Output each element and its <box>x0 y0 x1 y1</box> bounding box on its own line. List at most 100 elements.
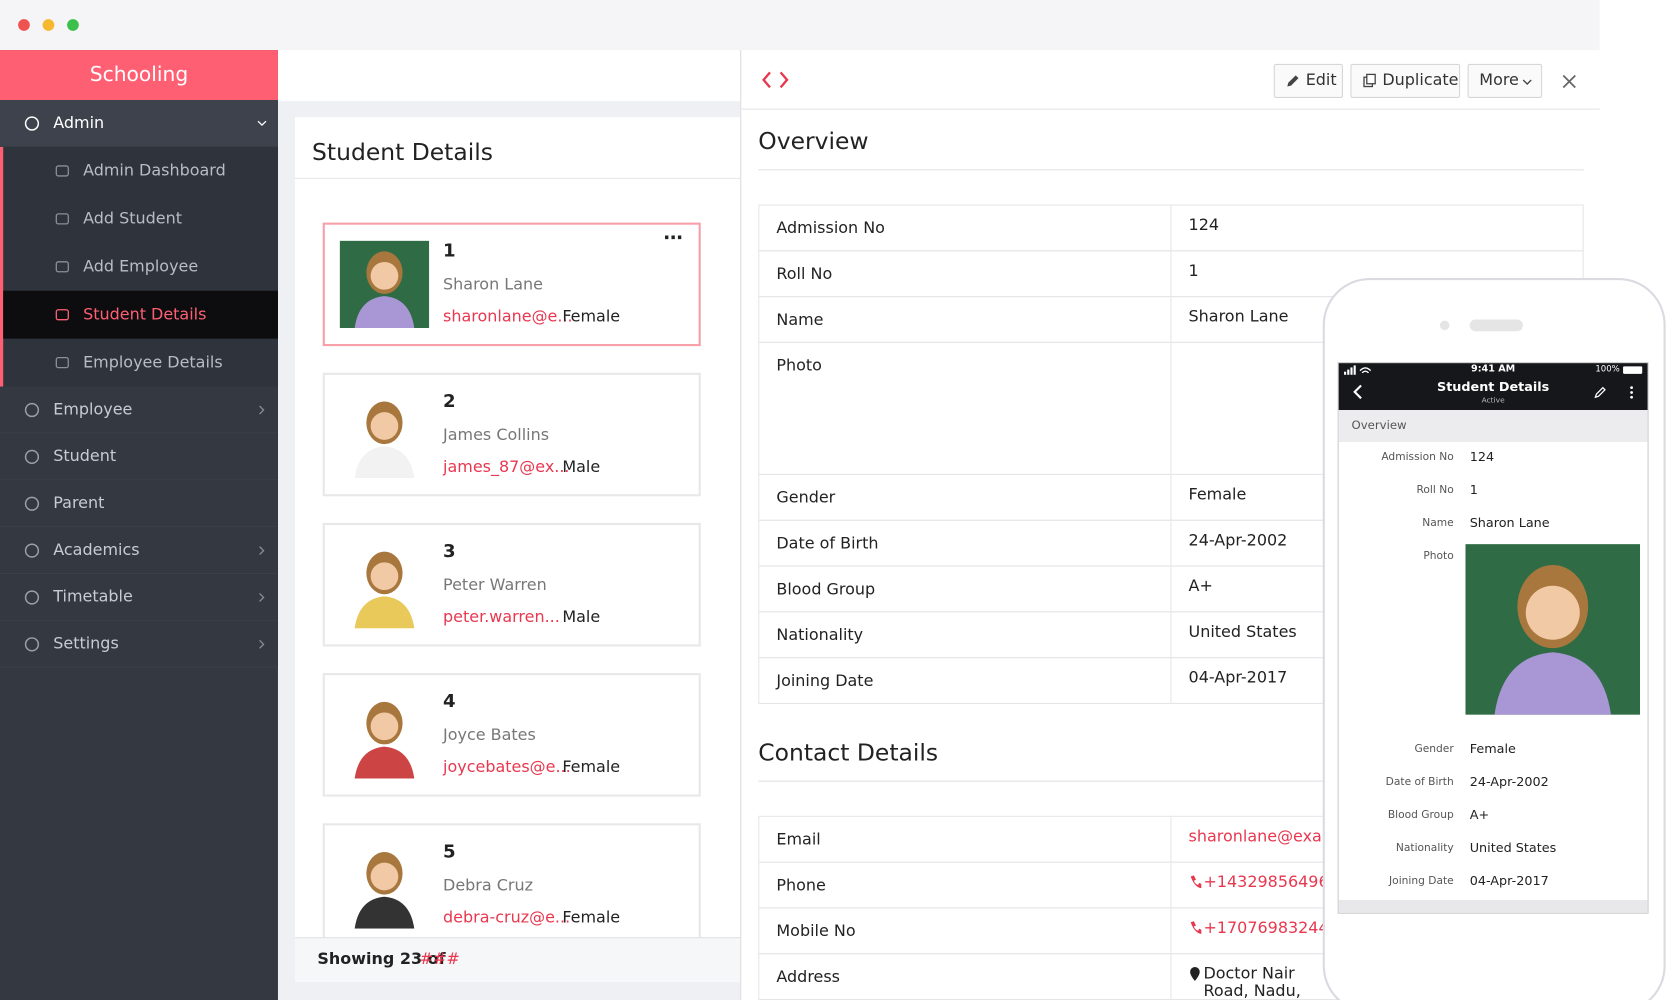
code-icon <box>762 71 789 89</box>
list-footer <box>295 937 741 982</box>
minimize-dot[interactable] <box>42 19 55 31</box>
submenu-icon <box>55 261 69 273</box>
phone-field-value: Sharon Lane <box>1469 515 1550 531</box>
battery-icon <box>1623 366 1643 374</box>
field-label: Name <box>776 309 824 330</box>
menu-item[interactable] <box>0 100 278 147</box>
toolbar-label[interactable]: More <box>1479 70 1519 90</box>
field-label: Mobile No <box>776 921 856 941</box>
phone-footer <box>1338 899 1648 913</box>
phone-edit <box>1594 386 1606 399</box>
toolbar-label[interactable]: Duplicate <box>1382 70 1459 90</box>
card-email[interactable]: joycebates@e... <box>443 757 571 777</box>
phone-field-label: Blood Group <box>1387 809 1454 822</box>
field-value: Female <box>1188 484 1247 504</box>
zoom-dot[interactable] <box>67 19 79 31</box>
phone-back <box>1353 384 1362 400</box>
toolbar-icon <box>1287 75 1299 87</box>
window-bar <box>0 0 1600 51</box>
card-email[interactable]: peter.warren... <box>443 607 560 627</box>
submenu-icon <box>55 356 69 369</box>
student-photo <box>339 841 430 929</box>
field-label: Address <box>776 967 841 987</box>
field-value: Sharon Lane <box>1188 306 1289 326</box>
field-value[interactable]: sharonlane@examp <box>1188 826 1348 846</box>
card-gender: Male <box>562 456 601 477</box>
toolbar-label[interactable]: Edit <box>1305 70 1337 90</box>
field-divider <box>1170 250 1172 297</box>
section-divider <box>758 780 1584 782</box>
field-label: Blood Group <box>776 579 876 599</box>
submenu-label[interactable]: Employee Details <box>83 352 223 372</box>
field-label: Phone <box>776 875 826 895</box>
menu-icon <box>24 590 40 605</box>
submenu-label[interactable]: Student Details <box>83 304 207 324</box>
field-divider <box>1170 611 1172 658</box>
menu-item[interactable] <box>0 386 278 434</box>
student-photo <box>1465 544 1641 715</box>
close-dot[interactable] <box>18 19 30 31</box>
card-menu[interactable]: ⋯ <box>663 226 683 250</box>
card-number: 5 <box>443 841 456 863</box>
phone-field-value: A+ <box>1469 807 1490 823</box>
field-icon <box>1190 967 1200 981</box>
field-label: Joining Date <box>776 670 874 691</box>
submenu-icon <box>55 213 69 225</box>
menu-item[interactable] <box>0 527 278 575</box>
field-divider <box>1170 861 1172 908</box>
card-name: Sharon Lane <box>443 274 543 294</box>
field-label: Gender <box>776 487 836 507</box>
card-email[interactable]: james_87@ex... <box>443 456 570 477</box>
chevron <box>257 120 267 127</box>
menu-label: Parent <box>53 493 105 513</box>
phone-field-value: 124 <box>1469 449 1495 465</box>
menu-item[interactable] <box>0 433 278 481</box>
field-value: A+ <box>1188 576 1213 596</box>
menu-item[interactable] <box>0 620 278 668</box>
phone-header <box>1338 363 1648 411</box>
field-value[interactable]: +14329856496 <box>1203 872 1329 892</box>
field-divider <box>1170 907 1172 954</box>
field-label: Roll No <box>776 264 833 284</box>
field-divider <box>1170 519 1172 566</box>
main-header <box>277 50 741 102</box>
toolbar-divider <box>741 108 1600 110</box>
phone-section-bar <box>1338 410 1648 442</box>
menu-item[interactable] <box>0 574 278 621</box>
card-email[interactable]: debra-cruz@e... <box>443 907 571 927</box>
field-divider <box>1170 341 1172 474</box>
menu-icon <box>24 402 40 418</box>
card-gender: Male <box>562 607 601 627</box>
phone-field-label: Date of Birth <box>1385 776 1454 789</box>
card-email[interactable]: sharonlane@e... <box>443 306 573 326</box>
field-value: Doctor Nair Road, Nadu, 600008, India <box>1203 963 1313 1000</box>
footer-count: ### <box>419 948 460 969</box>
card-name: Joyce Bates <box>443 725 536 745</box>
phone-field-value: 1 <box>1469 482 1478 498</box>
field-label: Email <box>776 829 821 849</box>
submenu-label[interactable]: Add Employee <box>83 256 199 276</box>
section-title: Contact Details <box>758 740 939 767</box>
phone-camera <box>1439 320 1450 331</box>
submenu-label[interactable]: Admin Dashboard <box>83 160 226 180</box>
field-value: 24-Apr-2002 <box>1188 530 1288 550</box>
toolbar-button[interactable] <box>1273 63 1343 98</box>
phone-field-value: Female <box>1469 741 1516 757</box>
list-title: Student Details <box>312 139 493 167</box>
phone-more <box>1630 386 1633 399</box>
phone-field-label: Roll No <box>1416 484 1454 497</box>
field-value[interactable]: +17076983244 <box>1203 918 1329 938</box>
menu-item[interactable] <box>0 480 278 528</box>
card-number: 2 <box>443 390 456 413</box>
student-photo <box>339 541 430 629</box>
phone-field-label: Nationality <box>1395 842 1454 855</box>
card-name: James Collins <box>443 424 550 445</box>
chevron <box>259 639 265 649</box>
menu-icon <box>24 543 40 558</box>
submenu-label[interactable]: Add Student <box>83 208 182 228</box>
phone-field-label: Gender <box>1414 743 1454 756</box>
field-divider <box>1170 657 1172 703</box>
phone-section: Overview <box>1351 418 1407 433</box>
